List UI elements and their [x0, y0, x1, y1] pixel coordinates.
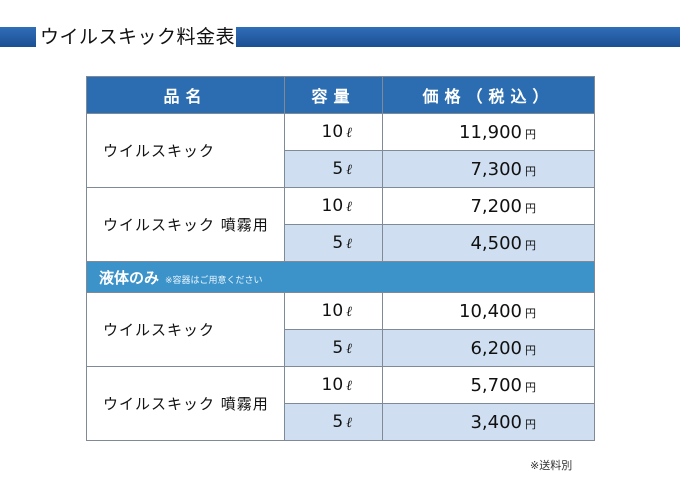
header-volume: 容量 [284, 76, 383, 114]
product-name-cell: ウイルスキック [86, 292, 285, 367]
product-name-cell: ウイルスキック 噴霧用 [86, 187, 285, 262]
table-header-row: 品名 容量 価格（税込） [86, 76, 595, 114]
price-cell: 7,300 円 [382, 150, 595, 188]
price-cell: 11,900 円 [382, 113, 595, 151]
table-row: ウイルスキック 10 ℓ 11,900 円 [86, 113, 595, 188]
volume-cell: 10 ℓ [284, 113, 383, 151]
title-accent-left [0, 27, 36, 47]
section-row-liquid-only: 液体のみ ※容器はご用意ください [86, 261, 595, 293]
table-row: ウイルスキック 10 ℓ 10,400 円 [86, 292, 595, 367]
section-note: ※容器はご用意ください [165, 275, 263, 286]
product-name-cell: ウイルスキック [86, 113, 285, 188]
price-cell: 7,200 円 [382, 187, 595, 225]
footnote-shipping: ※送料別 [530, 459, 573, 472]
product-name-cell: ウイルスキック 噴霧用 [86, 366, 285, 441]
header-price: 価格（税込） [382, 76, 595, 114]
price-cell: 5,700 円 [382, 366, 595, 404]
title-bar: ウイルスキック料金表 [0, 25, 680, 49]
header-product-name: 品名 [86, 76, 285, 114]
title-accent-right [236, 27, 680, 47]
price-cell: 10,400 円 [382, 292, 595, 330]
section-label: 液体のみ [99, 268, 160, 287]
table-row: ウイルスキック 噴霧用 10 ℓ 7,200 円 [86, 187, 595, 262]
table-row: ウイルスキック 噴霧用 10 ℓ 5,700 円 [86, 366, 595, 441]
section-label-cell: 液体のみ ※容器はご用意ください [86, 261, 595, 293]
price-cell: 4,500 円 [382, 224, 595, 262]
page-title: ウイルスキック料金表 [40, 26, 236, 48]
volume-cell: 10 ℓ [284, 366, 383, 404]
price-cell: 6,200 円 [382, 329, 595, 367]
price-cell: 3,400 円 [382, 403, 595, 441]
volume-cell: 10 ℓ [284, 292, 383, 330]
volume-cell: 10 ℓ [284, 187, 383, 225]
